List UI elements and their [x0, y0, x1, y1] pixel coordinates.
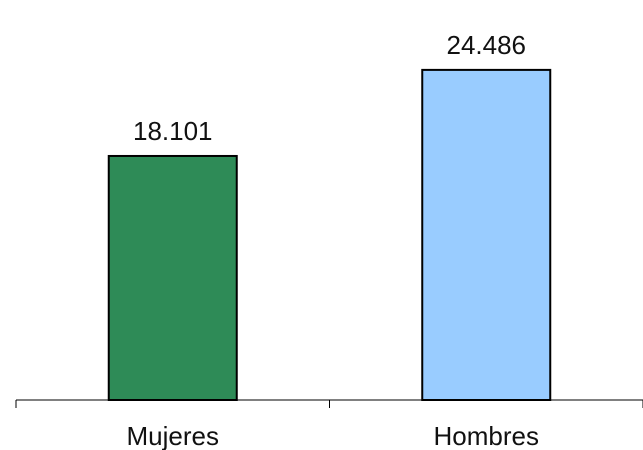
category-label-mujeres: Mujeres	[127, 421, 219, 450]
bar-hombres	[421, 68, 552, 401]
data-label-hombres: 24.486	[446, 30, 526, 60]
x-axis: Mujeres Hombres	[15, 399, 643, 450]
bar-mujeres	[107, 154, 238, 401]
bars-layer	[107, 68, 552, 401]
data-label-mujeres: 18.101	[133, 116, 213, 146]
data-labels-layer: 18.101 24.486	[133, 30, 526, 146]
category-label-hombres: Hombres	[434, 421, 539, 450]
